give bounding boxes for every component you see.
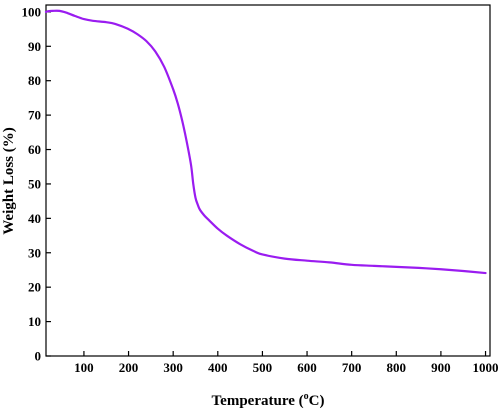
x-tick-label: 900 — [431, 360, 451, 375]
x-tick-label: 800 — [387, 360, 407, 375]
plot-frame — [45, 4, 491, 357]
y-axis-ticks: 0 10 20 30 40 50 60 70 80 90 100 — [22, 4, 51, 364]
y-tick-label: 40 — [28, 211, 41, 226]
x-tick-label: 1000 — [473, 360, 498, 375]
y-tick-label: 90 — [28, 39, 41, 54]
x-axis-ticks: 100 200 300 400 500 600 700 800 900 1000 — [74, 351, 498, 375]
y-tick-label: 60 — [28, 142, 41, 157]
x-tick-label: 600 — [297, 360, 317, 375]
y-tick-label: 70 — [28, 108, 41, 123]
x-tick-label: 500 — [253, 360, 273, 375]
x-tick-label: 300 — [163, 360, 183, 375]
y-tick-label: 10 — [28, 314, 41, 329]
weight-loss-curve — [44, 9, 487, 275]
x-tick-label: 700 — [342, 360, 362, 375]
y-tick-label: 100 — [22, 4, 42, 19]
x-tick-label: 400 — [208, 360, 228, 375]
y-tick-label: 30 — [28, 245, 41, 260]
y-tick-label: 20 — [28, 280, 41, 295]
x-axis-title: Temperature (oC) — [212, 391, 325, 409]
y-tick-label: 50 — [28, 176, 41, 191]
y-tick-label: 80 — [28, 73, 41, 88]
x-tick-label: 200 — [119, 360, 139, 375]
y-axis-title: Weight Loss (%) — [1, 127, 17, 235]
x-tick-label: 100 — [74, 360, 94, 375]
y-tick-label: 0 — [35, 349, 42, 364]
